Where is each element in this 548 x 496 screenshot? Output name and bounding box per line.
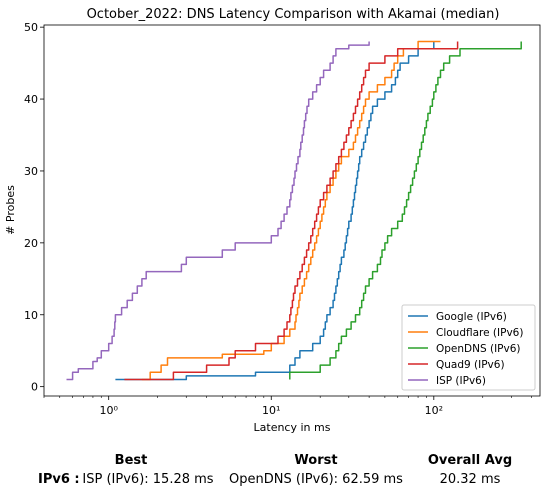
y-tick-label-5: 50 [24,21,38,34]
best-header: Best [114,453,148,468]
y-tick-label-0: 0 [31,381,38,394]
legend-label-3: Quad9 (IPv6) [436,359,505,371]
overall-avg-header: Overall Avg [427,453,513,468]
legend-box [401,304,536,391]
plot-area: 0 10 20 30 40 50 10⁰ 10¹ 10² [24,21,541,417]
legend-label-4: ISP (IPv6) [436,375,486,387]
chart-title: October_2022: DNS Latency Comparison wit… [87,7,500,22]
x-tick-label-0: 10⁰ [99,404,118,417]
series-line-3 [124,41,459,381]
legend-label-1: Cloudflare (IPv6) [436,327,523,339]
worst-header: Worst [294,453,338,468]
latency-chart: October_2022: DNS Latency Comparison wit… [4,7,541,434]
series-line-4 [66,41,370,381]
worst-value: OpenDNS (IPv6): 62.59 ms [229,472,403,487]
overall-avg-value: 20.32 ms [439,472,501,487]
summary-table: Best Worst Overall Avg IPv6 : ISP (IPv6)… [0,448,548,496]
legend-label-0: Google (IPv6) [436,311,507,323]
best-value: ISP (IPv6): 15.28 ms [82,472,214,487]
x-tick-label-2: 10² [425,404,443,417]
series-line-0 [115,41,435,381]
legend-label-2: OpenDNS (IPv6) [436,343,521,355]
y-tick-label-1: 10 [24,309,38,322]
y-axis-label: # Probes [4,185,17,235]
series-line-2 [289,41,522,380]
row-label-ipv6: IPv6 : [38,472,80,487]
y-tick-label-3: 30 [24,165,38,178]
x-axis-label: Latency in ms [254,421,331,434]
x-tick-label-1: 10¹ [262,404,280,417]
plot-frame [43,24,541,397]
series-line-1 [141,40,441,381]
y-tick-label-2: 20 [24,237,38,250]
legend: Google (IPv6) Cloudflare (IPv6) OpenDNS (I… [401,304,536,391]
y-tick-label-4: 40 [24,93,38,106]
